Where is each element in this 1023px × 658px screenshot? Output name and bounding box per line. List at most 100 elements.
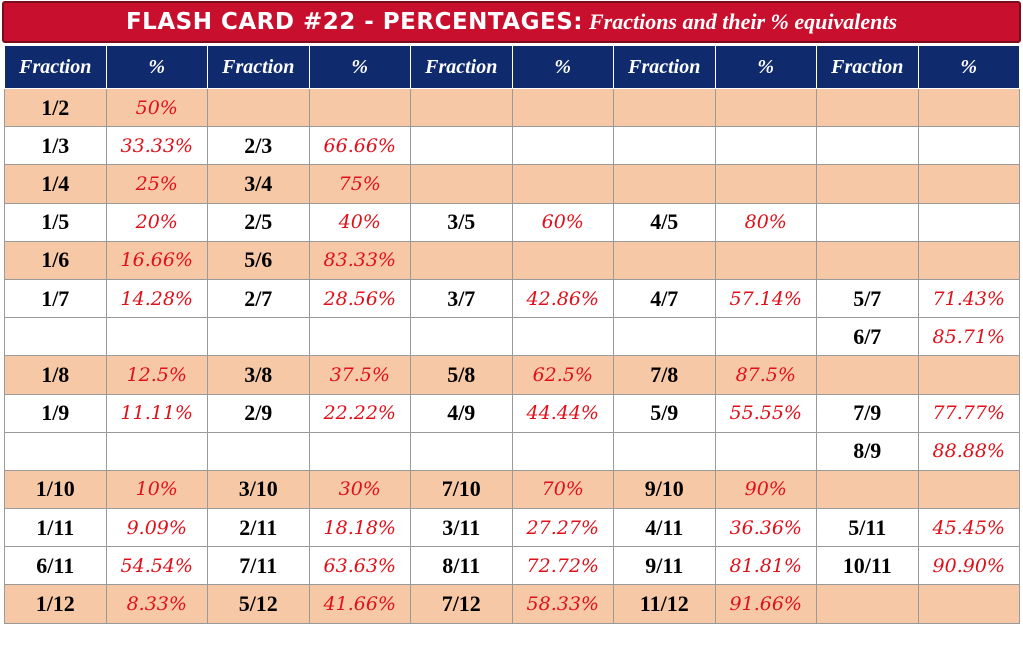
percent-table: Fraction% Fraction% Fraction% Fraction% Frac… — [4, 45, 1020, 624]
table-row: 1/11 9.09% 2/11 18.18% 3/11 27.27% 4/11 36.36% 5… — [4, 508, 1020, 548]
percent-cell — [308, 317, 411, 357]
fraction-cell: 1/7 — [4, 278, 107, 319]
percent-cell: 75% — [308, 164, 411, 204]
fraction-cell: 7/11 — [207, 546, 310, 586]
fraction-cell: 3/5 — [410, 202, 513, 242]
percent-cell — [917, 469, 1020, 510]
percent-cell — [511, 87, 614, 128]
percent-cell — [917, 202, 1020, 242]
percent-cell: 63.63% — [308, 546, 411, 586]
fraction-cell: 5/11 — [816, 508, 919, 548]
percent-cell — [511, 317, 614, 357]
percent-cell: 72.72% — [511, 546, 614, 586]
percent-cell: 11.11% — [105, 393, 208, 433]
fraction-cell — [410, 431, 513, 471]
title-bar: FLASH CARD #22 - PERCENTAGES: Fractions a… — [2, 1, 1021, 43]
table-row: 1/12 8.33% 5/12 41.66% 7/12 58.33% 11/12 91.66% — [4, 584, 1020, 624]
column-header: Fraction — [4, 45, 107, 89]
fraction-cell — [816, 87, 919, 128]
column-header: % — [511, 45, 614, 89]
percent-cell: 81.81% — [714, 546, 817, 586]
fraction-cell: 7/9 — [816, 393, 919, 433]
fraction-cell — [410, 317, 513, 357]
fraction-cell: 3/10 — [207, 469, 310, 510]
fraction-cell: 4/9 — [410, 393, 513, 433]
percent-cell: 27.27% — [511, 508, 614, 548]
column-header: % — [308, 45, 411, 89]
header-row: Fraction% Fraction% Fraction% Fraction% Frac… — [4, 45, 1020, 89]
percent-cell: 88.88% — [917, 431, 1020, 471]
table-row: 1/8 12.5% 3/8 37.5% 5/8 62.5% 7/8 87.5% — [4, 355, 1020, 395]
percent-cell — [308, 87, 411, 128]
fraction-cell — [410, 240, 513, 280]
fraction-cell — [816, 202, 919, 242]
percent-cell — [917, 355, 1020, 395]
column-header: Fraction — [613, 45, 716, 89]
fraction-cell: 3/4 — [207, 164, 310, 204]
fraction-cell: 10/11 — [816, 546, 919, 586]
fraction-cell — [816, 164, 919, 204]
percent-cell: 44.44% — [511, 393, 614, 433]
fraction-cell: 4/7 — [613, 278, 716, 319]
fraction-cell: 2/11 — [207, 508, 310, 548]
fraction-cell — [816, 584, 919, 624]
fraction-cell — [207, 431, 310, 471]
fraction-cell: 6/7 — [816, 317, 919, 357]
percent-cell — [714, 87, 817, 128]
fraction-cell — [613, 431, 716, 471]
fraction-cell: 1/6 — [4, 240, 107, 280]
table-row: 1/6 16.66% 5/6 83.33% — [4, 240, 1020, 280]
fraction-cell: 5/8 — [410, 355, 513, 395]
fraction-cell — [4, 317, 107, 357]
percent-cell: 87.5% — [714, 355, 817, 395]
table-row: 1/9 11.11% 2/9 22.22% 4/9 44.44% 5/9 55.55% 7/9 7… — [4, 393, 1020, 433]
percent-cell: 57.14% — [714, 278, 817, 319]
percent-cell: 83.33% — [308, 240, 411, 280]
title: FLASH CARD #22 - PERCENTAGES: — [125, 9, 583, 35]
column-header: % — [714, 45, 817, 89]
percent-cell: 42.86% — [511, 278, 614, 319]
percent-cell — [714, 164, 817, 204]
fraction-cell — [613, 87, 716, 128]
fraction-cell — [613, 164, 716, 204]
table-row: 8/9 88.88% — [4, 431, 1020, 471]
percent-cell: 8.33% — [105, 584, 208, 624]
percent-cell: 9.09% — [105, 508, 208, 548]
table-row: 1/4 25% 3/4 75% — [4, 164, 1020, 204]
fraction-cell: 5/6 — [207, 240, 310, 280]
fraction-cell: 5/9 — [613, 393, 716, 433]
fraction-cell: 7/10 — [410, 469, 513, 510]
percent-cell — [714, 317, 817, 357]
percent-cell — [917, 126, 1020, 166]
percent-cell: 28.56% — [308, 278, 411, 319]
fraction-cell: 5/12 — [207, 584, 310, 624]
percent-cell — [511, 240, 614, 280]
percent-cell: 20% — [105, 202, 208, 242]
fraction-cell: 11/12 — [613, 584, 716, 624]
fraction-cell — [410, 126, 513, 166]
fraction-cell: 1/2 — [4, 87, 107, 128]
fraction-cell: 1/10 — [4, 469, 107, 510]
table-row: 1/7 14.28% 2/7 28.56% 3/7 42.86% 4/7 57.14% 5/7 7… — [4, 278, 1020, 319]
percent-cell: 77.77% — [917, 393, 1020, 433]
fraction-cell: 7/12 — [410, 584, 513, 624]
fraction-cell: 1/12 — [4, 584, 107, 624]
percent-cell: 10% — [105, 469, 208, 510]
fraction-cell: 2/7 — [207, 278, 310, 319]
percent-cell — [308, 431, 411, 471]
table-row: 6/7 85.71% — [4, 317, 1020, 357]
fraction-cell: 4/5 — [613, 202, 716, 242]
table-row: 1/2 50% — [4, 87, 1020, 128]
fraction-cell: 2/9 — [207, 393, 310, 433]
percent-cell: 71.43% — [917, 278, 1020, 319]
percent-cell — [105, 431, 208, 471]
fraction-cell — [410, 164, 513, 204]
percent-cell: 12.5% — [105, 355, 208, 395]
percent-cell — [917, 87, 1020, 128]
column-header: % — [105, 45, 208, 89]
column-header: Fraction — [816, 45, 919, 89]
percent-cell: 70% — [511, 469, 614, 510]
fraction-cell: 3/8 — [207, 355, 310, 395]
percent-cell: 54.54% — [105, 546, 208, 586]
